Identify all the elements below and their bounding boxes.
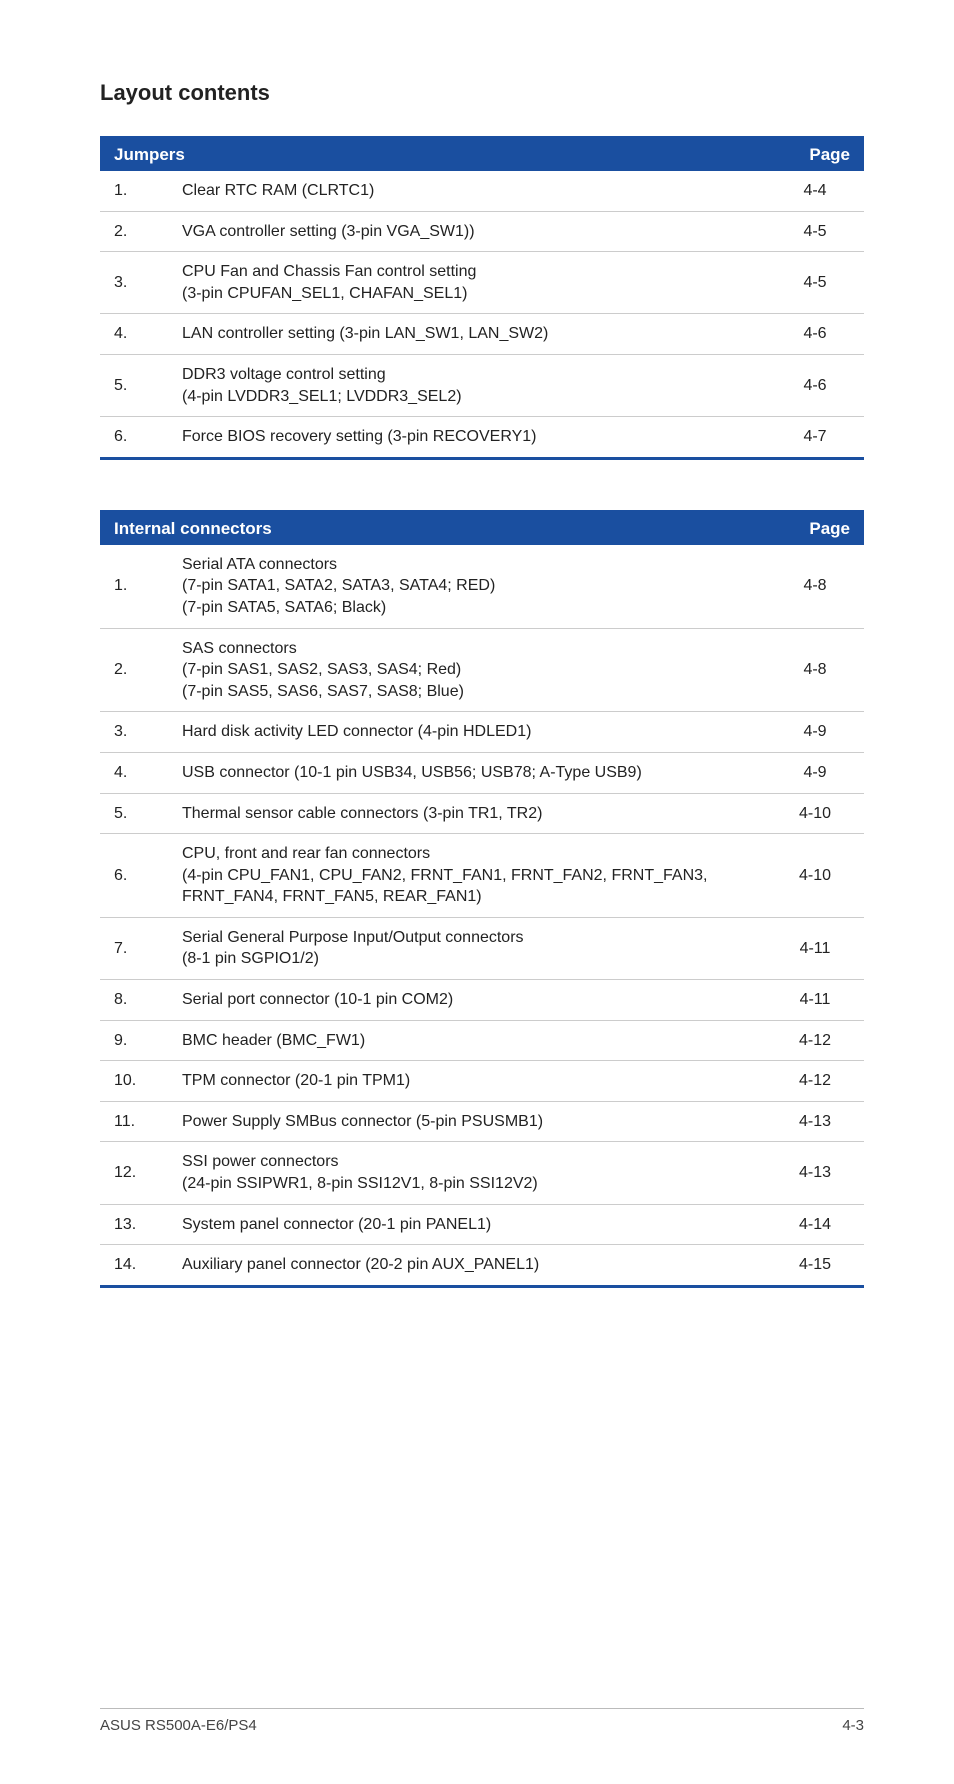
- table-row: 5.DDR3 voltage control setting(4-pin LVD…: [100, 354, 864, 416]
- row-description: Serial ATA connectors(7-pin SATA1, SATA2…: [168, 545, 766, 628]
- table-row: 7.Serial General Purpose Input/Output co…: [100, 917, 864, 979]
- table-row: 2.VGA controller setting (3-pin VGA_SW1)…: [100, 211, 864, 252]
- row-number: 7.: [100, 917, 168, 979]
- row-page: 4-11: [766, 980, 864, 1021]
- row-description: Hard disk activity LED connector (4-pin …: [168, 712, 766, 753]
- row-description: SAS connectors(7-pin SAS1, SAS2, SAS3, S…: [168, 628, 766, 712]
- row-description: LAN controller setting (3-pin LAN_SW1, L…: [168, 314, 766, 355]
- table-row: 11.Power Supply SMBus connector (5-pin P…: [100, 1101, 864, 1142]
- row-page: 4-15: [766, 1245, 864, 1287]
- row-page: 4-4: [766, 171, 864, 211]
- row-page: 4-12: [766, 1061, 864, 1102]
- row-page: 4-14: [766, 1204, 864, 1245]
- row-page: 4-10: [766, 793, 864, 834]
- row-description: BMC header (BMC_FW1): [168, 1020, 766, 1061]
- table-row: 4.USB connector (10-1 pin USB34, USB56; …: [100, 752, 864, 793]
- jumpers-header-label: Jumpers: [100, 138, 766, 172]
- table-row: 9.BMC header (BMC_FW1)4-12: [100, 1020, 864, 1061]
- row-number: 14.: [100, 1245, 168, 1287]
- table-row: 8.Serial port connector (10-1 pin COM2)4…: [100, 980, 864, 1021]
- table-row: 1.Serial ATA connectors(7-pin SATA1, SAT…: [100, 545, 864, 628]
- row-number: 10.: [100, 1061, 168, 1102]
- table-row: 3.Hard disk activity LED connector (4-pi…: [100, 712, 864, 753]
- table-row: 6.Force BIOS recovery setting (3-pin REC…: [100, 417, 864, 459]
- row-page: 4-10: [766, 834, 864, 918]
- row-description: TPM connector (20-1 pin TPM1): [168, 1061, 766, 1102]
- row-number: 4.: [100, 314, 168, 355]
- row-description: Serial port connector (10-1 pin COM2): [168, 980, 766, 1021]
- table-row: 1.Clear RTC RAM (CLRTC1)4-4: [100, 171, 864, 211]
- row-number: 13.: [100, 1204, 168, 1245]
- row-description: DDR3 voltage control setting(4-pin LVDDR…: [168, 354, 766, 416]
- page-footer: ASUS RS500A-E6/PS4 4-3: [100, 1708, 864, 1734]
- row-page: 4-13: [766, 1142, 864, 1204]
- row-number: 1.: [100, 545, 168, 628]
- table-row: 12.SSI power connectors(24-pin SSIPWR1, …: [100, 1142, 864, 1204]
- row-description: Thermal sensor cable connectors (3-pin T…: [168, 793, 766, 834]
- row-page: 4-5: [766, 211, 864, 252]
- jumpers-tbody: 1.Clear RTC RAM (CLRTC1)4-42.VGA control…: [100, 171, 864, 458]
- row-description: CPU Fan and Chassis Fan control setting(…: [168, 252, 766, 314]
- row-number: 2.: [100, 211, 168, 252]
- table-row: 6.CPU, front and rear fan connectors(4-p…: [100, 834, 864, 918]
- jumpers-header-page: Page: [766, 138, 864, 172]
- row-description: CPU, front and rear fan connectors(4-pin…: [168, 834, 766, 918]
- row-number: 6.: [100, 834, 168, 918]
- row-page: 4-7: [766, 417, 864, 459]
- row-description: USB connector (10-1 pin USB34, USB56; US…: [168, 752, 766, 793]
- connectors-header-label: Internal connectors: [100, 511, 766, 545]
- table-row: 2.SAS connectors(7-pin SAS1, SAS2, SAS3,…: [100, 628, 864, 712]
- table-row: 5.Thermal sensor cable connectors (3-pin…: [100, 793, 864, 834]
- row-page: 4-6: [766, 314, 864, 355]
- row-page: 4-9: [766, 712, 864, 753]
- table-row: 3.CPU Fan and Chassis Fan control settin…: [100, 252, 864, 314]
- connectors-tbody: 1.Serial ATA connectors(7-pin SATA1, SAT…: [100, 545, 864, 1287]
- row-number: 5.: [100, 793, 168, 834]
- row-description: Auxiliary panel connector (20-2 pin AUX_…: [168, 1245, 766, 1287]
- row-page: 4-9: [766, 752, 864, 793]
- row-number: 9.: [100, 1020, 168, 1061]
- row-description: Power Supply SMBus connector (5-pin PSUS…: [168, 1101, 766, 1142]
- row-number: 2.: [100, 628, 168, 712]
- table-row: 13.System panel connector (20-1 pin PANE…: [100, 1204, 864, 1245]
- row-page: 4-8: [766, 545, 864, 628]
- row-number: 5.: [100, 354, 168, 416]
- row-description: System panel connector (20-1 pin PANEL1): [168, 1204, 766, 1245]
- row-number: 11.: [100, 1101, 168, 1142]
- table-row: 4.LAN controller setting (3-pin LAN_SW1,…: [100, 314, 864, 355]
- row-number: 8.: [100, 980, 168, 1021]
- row-number: 6.: [100, 417, 168, 459]
- row-description: SSI power connectors(24-pin SSIPWR1, 8-p…: [168, 1142, 766, 1204]
- table-row: 10.TPM connector (20-1 pin TPM1)4-12: [100, 1061, 864, 1102]
- row-page: 4-13: [766, 1101, 864, 1142]
- row-page: 4-8: [766, 628, 864, 712]
- table-row: 14.Auxiliary panel connector (20-2 pin A…: [100, 1245, 864, 1287]
- section-title: Layout contents: [100, 80, 864, 106]
- row-page: 4-11: [766, 917, 864, 979]
- footer-right: 4-3: [842, 1717, 864, 1734]
- row-page: 4-6: [766, 354, 864, 416]
- row-page: 4-5: [766, 252, 864, 314]
- footer-left: ASUS RS500A-E6/PS4: [100, 1717, 257, 1734]
- connectors-header-page: Page: [766, 511, 864, 545]
- row-page: 4-12: [766, 1020, 864, 1061]
- row-number: 12.: [100, 1142, 168, 1204]
- row-number: 3.: [100, 252, 168, 314]
- row-description: VGA controller setting (3-pin VGA_SW1)): [168, 211, 766, 252]
- row-description: Clear RTC RAM (CLRTC1): [168, 171, 766, 211]
- row-description: Force BIOS recovery setting (3-pin RECOV…: [168, 417, 766, 459]
- row-description: Serial General Purpose Input/Output conn…: [168, 917, 766, 979]
- connectors-table: Internal connectors Page 1.Serial ATA co…: [100, 510, 864, 1288]
- row-number: 4.: [100, 752, 168, 793]
- row-number: 1.: [100, 171, 168, 211]
- jumpers-table: Jumpers Page 1.Clear RTC RAM (CLRTC1)4-4…: [100, 136, 864, 460]
- row-number: 3.: [100, 712, 168, 753]
